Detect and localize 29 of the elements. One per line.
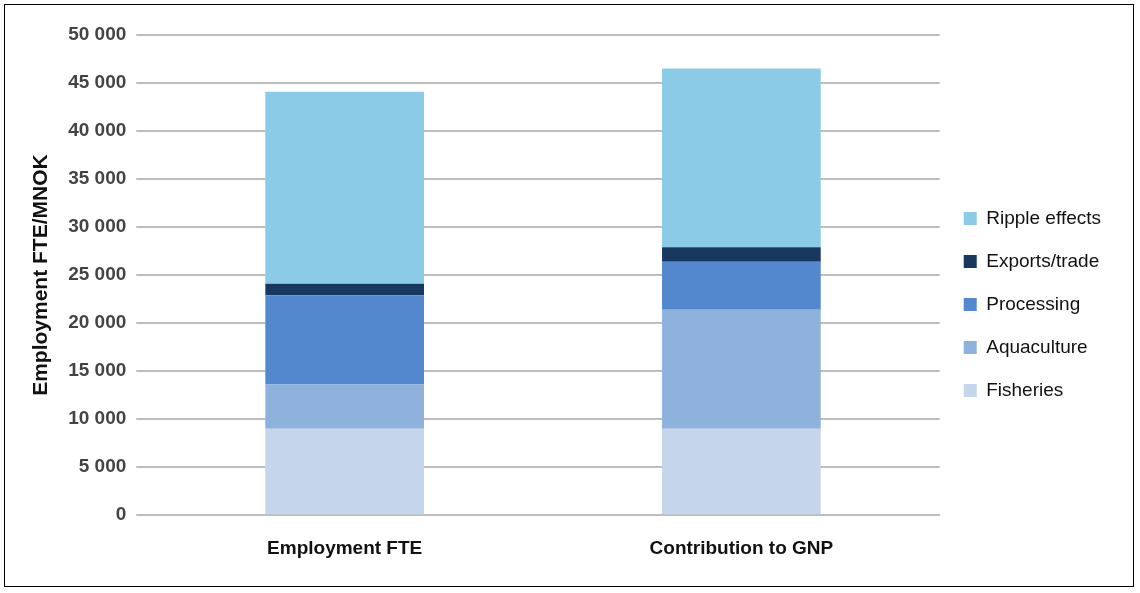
x-tick-label: Contribution to GNP — [649, 536, 834, 558]
bar — [265, 283, 425, 296]
y-tick-label: 10 000 — [68, 407, 127, 429]
legend-label: Processing — [986, 292, 1081, 314]
y-tick-label: 0 — [115, 503, 127, 525]
bar — [662, 428, 821, 515]
y-tick-label: 35 000 — [68, 167, 127, 189]
bar — [265, 384, 425, 429]
y-tick-label: 30 000 — [68, 215, 127, 237]
y-tick-label: 15 000 — [68, 359, 127, 381]
y-tick-label: 25 000 — [68, 263, 127, 285]
bar — [662, 247, 821, 262]
bar — [265, 295, 425, 385]
y-tick-label: 5 000 — [78, 455, 127, 477]
bar — [265, 91, 425, 284]
y-axis-title: Employment FTE/MNOK — [28, 154, 52, 396]
x-tick-label: Employment FTE — [267, 536, 423, 558]
bar — [662, 309, 821, 429]
legend-label: Exports/trade — [986, 249, 1100, 271]
y-tick-label: 20 000 — [68, 311, 127, 333]
legend-label: Ripple effects — [986, 206, 1102, 228]
y-tick-label: 40 000 — [68, 119, 127, 141]
bar — [662, 68, 821, 248]
bar — [265, 428, 425, 515]
legend-label: Fisheries — [986, 378, 1064, 400]
y-tick-label: 45 000 — [68, 71, 127, 93]
bar — [662, 261, 821, 310]
legend-label: Aquaculture — [986, 335, 1088, 357]
y-tick-label: 50 000 — [68, 23, 127, 45]
